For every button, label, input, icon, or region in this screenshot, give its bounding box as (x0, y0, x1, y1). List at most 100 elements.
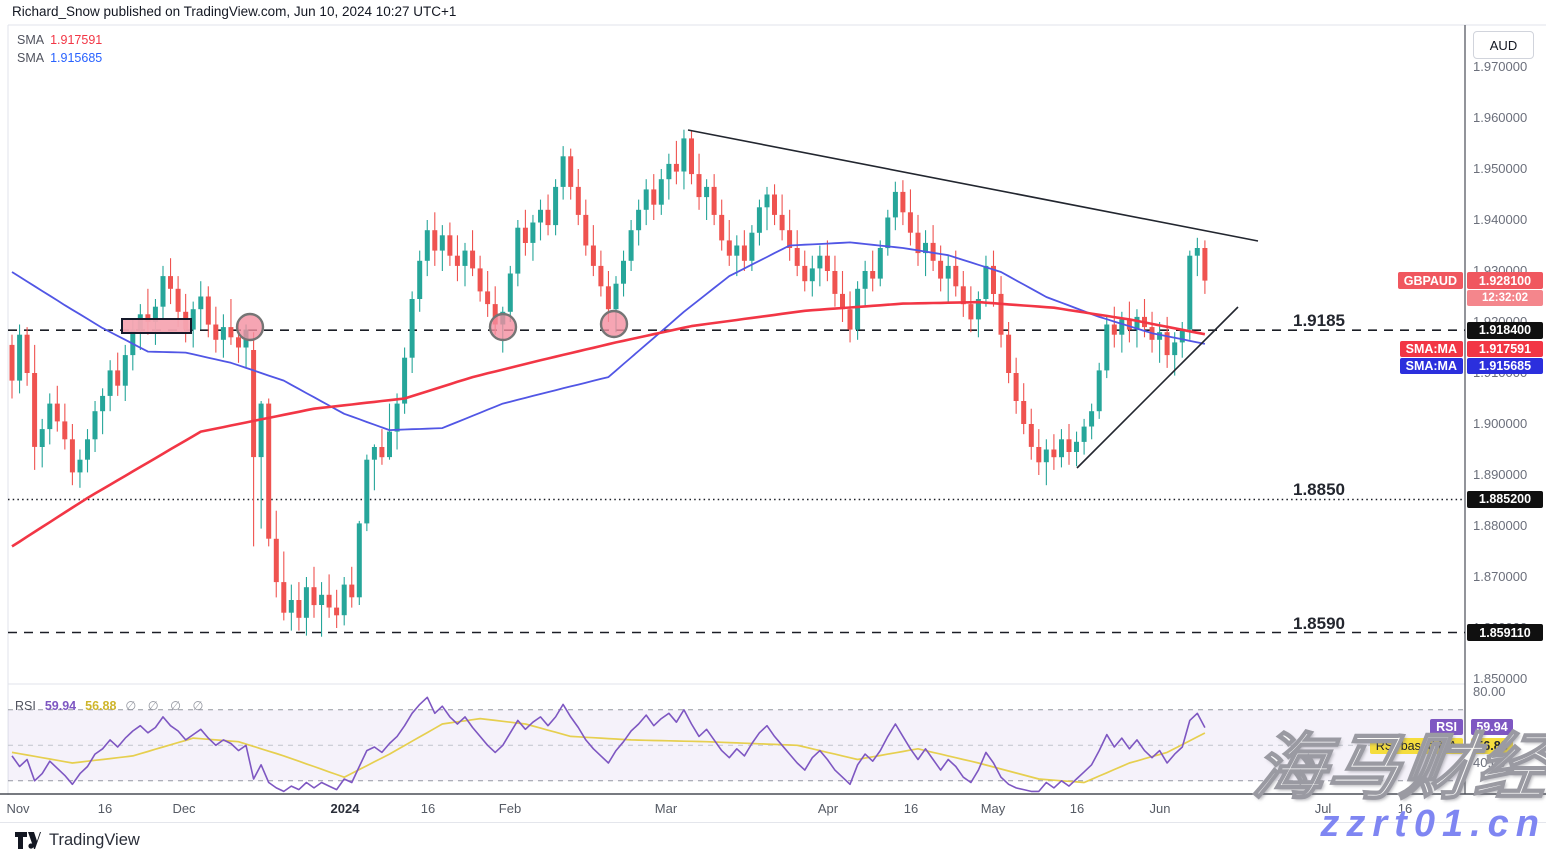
candle-body (991, 265, 996, 294)
candle-body (915, 232, 921, 254)
legend-row-sma-blue[interactable]: SMA 1.915685 (17, 49, 102, 67)
time-axis[interactable] (0, 795, 1546, 822)
candle-body (1157, 332, 1163, 340)
candle-body (258, 403, 264, 458)
trendline-descending[interactable] (687, 129, 1259, 242)
rsi-legend-label: RSI (15, 698, 36, 713)
candle-body (77, 459, 83, 473)
candle-body (1021, 401, 1027, 424)
candle-body (772, 194, 777, 215)
candle-body (522, 227, 528, 243)
candle-body (787, 230, 793, 248)
sma-blue-value: 1.915685 (50, 51, 103, 65)
candle-body (553, 186, 559, 226)
indicator-legend: SMA 1.917591 SMA 1.915685 (17, 31, 102, 67)
highlight-circle-3[interactable] (599, 309, 629, 339)
candle-body (198, 296, 204, 310)
candle-body (477, 268, 483, 292)
candle-body (122, 355, 128, 386)
candle-body (168, 276, 173, 289)
candle-body (9, 344, 15, 381)
candle-body (568, 156, 574, 187)
candle-body (1036, 447, 1042, 463)
candle-body (39, 429, 45, 447)
candle-body (190, 309, 196, 330)
candle-body (862, 271, 868, 289)
highlight-box[interactable] (121, 318, 192, 334)
candle-body (892, 191, 898, 218)
candle-body (689, 138, 694, 175)
candle-body (998, 293, 1004, 335)
candle-body (756, 207, 762, 233)
currency-toggle-button[interactable]: AUD (1473, 31, 1534, 59)
candle-body (983, 265, 989, 299)
candle-body (711, 186, 717, 215)
candle-body (1066, 439, 1072, 452)
candle-body (923, 242, 928, 254)
candle-body (1089, 411, 1095, 427)
candle-body (303, 587, 309, 618)
legend-row-sma-red[interactable]: SMA 1.917591 (17, 31, 102, 49)
candle-body (402, 357, 408, 404)
candle-body (666, 163, 672, 180)
candle-body (130, 329, 136, 356)
candle-body (447, 235, 453, 256)
sma-red-value: 1.917591 (50, 33, 103, 47)
candle-body (62, 421, 68, 440)
candle-body (1059, 439, 1064, 458)
candle-body (530, 222, 536, 243)
tradingview-brand-link[interactable]: TradingView (49, 830, 140, 849)
highlight-circle-1[interactable] (235, 312, 265, 342)
candle-body (334, 607, 340, 616)
candle-body (681, 138, 687, 172)
candle-body (945, 265, 951, 279)
tradingview-logo-icon[interactable] (14, 831, 42, 850)
candle-body (583, 214, 589, 246)
candle-body (439, 235, 445, 251)
candle-body (228, 327, 234, 338)
candle-body (54, 403, 60, 422)
candle-body (809, 268, 815, 282)
candle-body (1013, 373, 1019, 401)
candle-body (17, 334, 23, 381)
candle-body (749, 232, 755, 261)
candle-body (658, 179, 664, 205)
candle-body (877, 248, 883, 279)
candle-body (371, 447, 377, 460)
candle-body (160, 276, 166, 307)
candle-body (1006, 334, 1012, 373)
trendline-ascending[interactable] (1076, 306, 1239, 469)
bottom-toolbar: TradingView (0, 822, 1546, 857)
candle-body (960, 286, 966, 305)
candle-body (840, 293, 845, 310)
candle-body (220, 327, 226, 340)
candle-body (930, 242, 936, 261)
candle-body (424, 230, 430, 261)
candle-body (870, 271, 876, 279)
candle-body (779, 214, 785, 231)
candle-body (1081, 426, 1087, 442)
sma-slow-line[interactable] (11, 300, 1206, 548)
highlight-circle-2[interactable] (488, 312, 518, 342)
candle-body (92, 411, 98, 440)
candle-body (734, 245, 740, 256)
candle-body (69, 439, 75, 473)
candle-body (311, 587, 317, 606)
candle-body (341, 584, 347, 616)
candle-body (273, 538, 279, 583)
candle-body (900, 191, 906, 213)
candle-body (545, 209, 551, 226)
candle-body (485, 291, 491, 305)
candle-body (319, 594, 325, 605)
candle-body (673, 163, 679, 172)
rsi-legend[interactable]: RSI 59.94 56.88 ∅ ∅ ∅ ∅ (15, 698, 207, 714)
candle-body (1194, 248, 1200, 256)
candle-body (855, 288, 861, 330)
rsi-line[interactable] (11, 696, 1206, 793)
candle-body (152, 306, 158, 322)
candle-body (492, 304, 498, 325)
sma-fast-line[interactable] (11, 241, 1206, 432)
candle-body (515, 227, 521, 274)
candle-body (1172, 342, 1178, 356)
